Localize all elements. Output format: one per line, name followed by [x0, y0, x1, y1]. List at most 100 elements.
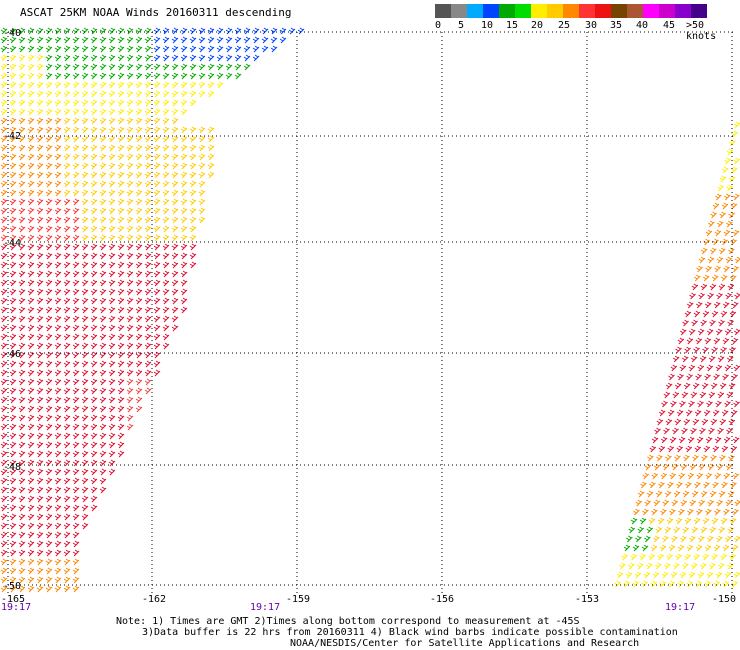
wind-barb: [72, 468, 80, 476]
wind-barb: [713, 337, 721, 345]
wind-barb: [700, 319, 707, 327]
wind-barb: [9, 513, 17, 521]
wind-barb: [162, 198, 170, 206]
wind-barb: [704, 544, 712, 552]
wind-barb: [9, 315, 17, 323]
wind-barb: [9, 441, 17, 449]
wind-barb: [700, 283, 708, 291]
wind-barb: [99, 261, 107, 269]
wind-barb: [54, 207, 62, 215]
wind-barb: [45, 189, 53, 197]
wind-barb: [117, 45, 125, 53]
wind-barb: [685, 481, 692, 489]
wind-barb: [99, 396, 107, 404]
wind-barb: [716, 220, 724, 228]
wind-barb: [162, 261, 170, 269]
wind-barb: [9, 549, 17, 557]
wind-barb: [108, 216, 116, 224]
wind-barb: [90, 99, 98, 107]
wind-barb: [712, 238, 719, 246]
wind-barb: [0, 549, 8, 557]
wind-barb: [180, 261, 188, 269]
wind-barb: [45, 378, 53, 386]
wind-barb: [126, 270, 134, 278]
wind-barb: [671, 499, 679, 507]
wind-barb: [9, 144, 17, 152]
wind-barb: [153, 153, 161, 161]
wind-barb: [0, 432, 8, 440]
wind-barb: [90, 144, 98, 152]
wind-barb: [63, 135, 71, 143]
wind-barb: [9, 72, 17, 80]
wind-barb: [180, 153, 188, 161]
wind-barb: [0, 108, 8, 116]
wind-barb: [198, 63, 206, 71]
wind-barb: [108, 144, 116, 152]
wind-barb: [18, 81, 26, 89]
wind-barb: [252, 36, 260, 44]
wind-barb: [162, 234, 170, 242]
wind-barb: [171, 288, 179, 296]
wind-barb: [614, 580, 622, 588]
wind-barb: [216, 72, 224, 80]
wind-barb: [700, 247, 708, 255]
wind-barb: [81, 450, 89, 458]
wind-barb: [72, 486, 80, 494]
wind-barb: [153, 135, 161, 143]
wind-barb: [81, 261, 89, 269]
wind-barb: [725, 220, 733, 228]
wind-barb: [700, 562, 707, 570]
wind-barb: [162, 189, 170, 197]
wind-barb: [90, 81, 98, 89]
wind-barb: [727, 319, 734, 327]
wind-barb: [108, 378, 116, 386]
wind-barb: [18, 144, 26, 152]
wind-barb: [0, 315, 8, 323]
wind-barb: [117, 36, 125, 44]
wind-barb: [162, 135, 170, 143]
wind-barb: [72, 567, 80, 575]
wind-barb: [144, 252, 152, 260]
wind-barb: [135, 144, 143, 152]
wind-barb: [9, 171, 17, 179]
wind-barb: [126, 405, 134, 413]
wind-barb: [45, 531, 53, 539]
wind-barb: [693, 346, 700, 354]
wind-barb: [72, 522, 80, 530]
wind-barb: [712, 202, 720, 210]
wind-barb: [63, 153, 71, 161]
wind-barb: [666, 517, 674, 525]
wind-barb: [144, 90, 152, 98]
wind-barb: [243, 63, 251, 71]
wind-barb: [637, 526, 645, 534]
wind-barb: [27, 396, 35, 404]
wind-barb: [135, 252, 143, 260]
wind-barb: [72, 405, 80, 413]
wind-barb: [45, 54, 53, 62]
wind-barb: [0, 324, 8, 332]
wind-barb: [713, 544, 721, 552]
wind-barb: [670, 400, 677, 408]
wind-barb: [63, 459, 71, 467]
wind-barb: [72, 297, 80, 305]
wind-barb: [180, 207, 188, 215]
wind-barb: [36, 414, 44, 422]
wind-barb: [9, 63, 17, 71]
wind-barb: [162, 180, 170, 188]
wind-barb: [117, 288, 125, 296]
wind-barb: [18, 351, 26, 359]
wind-barb: [162, 243, 170, 251]
wind-barb: [117, 99, 125, 107]
wind-barb: [730, 445, 738, 453]
wind-barb: [733, 328, 740, 336]
wind-barb: [171, 162, 179, 170]
wind-barb: [117, 207, 125, 215]
wind-barb: [126, 171, 134, 179]
wind-barb: [722, 544, 730, 552]
wind-barb: [693, 517, 701, 525]
wind-barb: [702, 310, 710, 318]
wind-barb: [189, 126, 197, 134]
wind-barb: [18, 333, 26, 341]
wind-barb: [18, 360, 26, 368]
wind-barb: [90, 54, 98, 62]
